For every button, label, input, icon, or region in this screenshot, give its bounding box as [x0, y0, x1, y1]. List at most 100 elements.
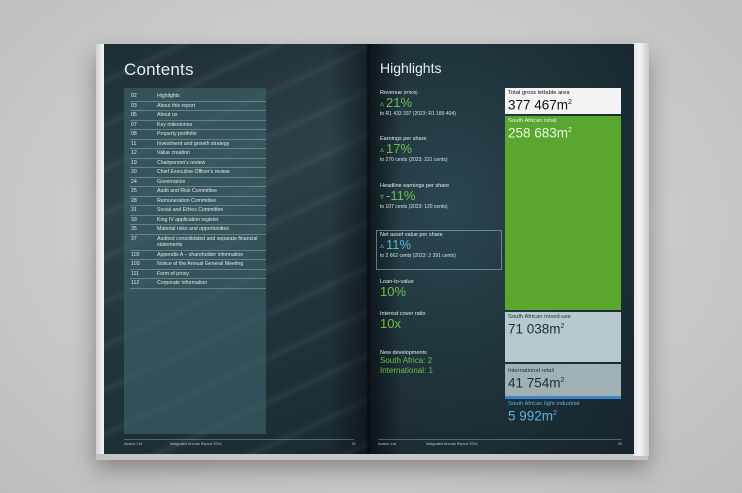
kpi-label: New developments: [380, 350, 427, 356]
gla-sup: 2: [560, 323, 565, 330]
toc-page-number: 111: [131, 270, 139, 277]
kpi-value: 21%: [386, 95, 413, 110]
footer-rule: [124, 439, 354, 440]
toc-item[interactable]: 02 Highlights: [130, 92, 266, 102]
gla-value: 258 683m: [508, 125, 569, 141]
toc-page-number: 103: [131, 261, 140, 267]
gla-intl-retail-block: International retail 41 754m2: [505, 364, 621, 396]
toc-page-number: 08: [131, 131, 137, 137]
gla-value: 41 754m: [508, 375, 561, 391]
kpi-sub: to 2 662 cents (2023: 2 391 cents): [380, 253, 456, 259]
toc-page-number: 33: [131, 216, 137, 223]
toc-item[interactable]: 12 Value creation: [130, 149, 266, 159]
toc-label: Investment and growth strategy: [157, 140, 230, 147]
toc-item[interactable]: 35 Material risks and opportunities: [130, 225, 266, 235]
gla-sa-retail-block: South African retail 258 683m2: [505, 116, 621, 310]
toc-page-number: 12: [131, 150, 137, 156]
toc-list: 02 Highlights 03 About this report 05 About u…: [130, 92, 266, 289]
toc-page-number: 25: [131, 188, 137, 194]
toc-item[interactable]: 05 About us: [130, 111, 266, 121]
toc-label: King IV application register: [157, 216, 219, 223]
kpi-label: Interest cover ratio: [380, 311, 426, 317]
footer-report: Integrated Annual Report 2024: [425, 442, 478, 446]
toc-page-number: 20: [131, 169, 137, 175]
kpi-sub: to R1 433 337 (2023: R1 185 404): [380, 111, 456, 117]
toc-item[interactable]: 33 King IV application register: [130, 216, 266, 225]
toc-item[interactable]: 31 Social and Ethics Committee: [130, 206, 266, 216]
toc-page-number: 28: [131, 197, 137, 204]
footer-report: Integrated Annual Report 2024: [169, 442, 222, 446]
toc-item[interactable]: 25 Audit and Risk Committee: [130, 187, 266, 197]
toc-item[interactable]: 24 Governance: [130, 178, 266, 187]
toc-page-number: 11: [131, 140, 137, 147]
toc-item[interactable]: 07 Key milestones: [130, 121, 266, 130]
toc-page-number: 03: [131, 102, 137, 109]
kpi-new-developments: New developments South Africa: 2 Interna…: [380, 350, 502, 376]
gla-label: South African light industrial: [508, 401, 580, 407]
toc-page-number: 05: [131, 112, 137, 118]
toc-label: Appendix A – shareholder information: [157, 251, 244, 258]
new-dev-sa: South Africa: 2: [380, 356, 433, 365]
toc-item[interactable]: 08 Property portfolio: [130, 130, 266, 140]
toc-label: Value creation: [157, 150, 190, 156]
kpi-value: -11%: [386, 188, 416, 203]
toc-label: Property portfolio: [157, 131, 197, 137]
kpi-label: Loan-to-value: [380, 279, 414, 285]
toc-page-number: 24: [131, 178, 137, 185]
gla-sup: 2: [568, 127, 572, 134]
kpi-sub: to 270 cents (2023: 231 cents): [380, 157, 448, 163]
toc-label: Audit and Risk Committee: [157, 188, 217, 194]
kpi-sub: to 107 cents (2023: 120 cents): [380, 204, 448, 210]
gla-total-block: Total gross lettable area 377 467m2: [505, 88, 621, 114]
toc-label: Form of proxy: [157, 270, 189, 277]
toc-label: Governance: [157, 178, 186, 185]
gla-sa-mixed-block: South African mixed-use 71 038m2: [505, 312, 621, 362]
gla-sup: 2: [560, 377, 565, 384]
toc-item[interactable]: 03 About this report: [130, 102, 266, 111]
toc-label: Remuneration Committee: [157, 197, 217, 204]
toc-item[interactable]: 11 Investment and growth strategy: [130, 140, 266, 149]
toc-label: Material risks and opportunities: [157, 226, 229, 232]
kpi-revenue: Revenue (R'000) ▵ 21% to R1 433 337 (2023…: [380, 90, 502, 117]
kpi-nav: Net asset value per share ▵ 11% to 2 662 …: [380, 232, 502, 259]
toc-label: Key milestones: [157, 121, 193, 128]
toc-item[interactable]: 28 Remuneration Committee: [130, 197, 266, 206]
toc-label: Audited consolidated and separate financ…: [157, 235, 258, 249]
toc-label: Highlights: [157, 93, 180, 99]
toc-page-number: 102: [131, 251, 140, 258]
contents-title: Contents: [124, 60, 194, 79]
toc-page-number: 35: [131, 226, 137, 232]
gla-breakdown: Total gross lettable area 377 467m2 Sout…: [505, 88, 625, 428]
gla-value: 71 038m: [508, 321, 561, 337]
toc-label: Social and Ethics Committee: [157, 207, 224, 213]
footer-company: Avalon Ltd: [124, 442, 142, 446]
kpi-unit: (R'000): [403, 90, 418, 95]
gla-sup: 2: [568, 99, 572, 106]
toc-panel: 02 Highlights 03 About this report 05 About u…: [124, 88, 266, 434]
toc-page-number: 02: [131, 93, 137, 99]
kpi-heps: Headline earnings per share ▿ -11% to 107…: [380, 183, 502, 210]
toc-label: About us: [157, 112, 178, 118]
up-arrow-icon: ▵: [380, 145, 385, 154]
kpi-value: 10%: [380, 284, 407, 299]
kpi-eps: Earnings per share ▵ 17% to 270 cents (20…: [380, 136, 502, 163]
new-dev-intl: International: 1: [380, 366, 433, 375]
gla-light-industrial-bar: [505, 396, 621, 399]
toc-item[interactable]: 102 Appendix A – shareholder information: [130, 251, 266, 260]
toc-item[interactable]: 112 Corporate information: [130, 279, 266, 289]
toc-label: About this report: [157, 102, 196, 109]
toc-item[interactable]: 103 Notice of the Annual General Meeting: [130, 260, 266, 270]
toc-item[interactable]: 20 Chief Executive Officer's review: [130, 168, 266, 178]
gla-value: 377 467m: [508, 97, 569, 113]
toc-item[interactable]: 19 Chairperson's review: [130, 159, 266, 168]
kpi-label: Revenue: [380, 90, 403, 96]
toc-item[interactable]: 111 Form of proxy: [130, 270, 266, 279]
toc-page-number: 07: [131, 121, 137, 128]
toc-page-number: 31: [131, 207, 137, 213]
up-arrow-icon: ▵: [380, 99, 385, 108]
footer-rule: [378, 439, 622, 440]
page-number: 01: [351, 442, 356, 446]
kpi-value: 17%: [386, 141, 413, 156]
kpi-icr: Interest cover ratio 10x: [380, 311, 502, 331]
toc-item[interactable]: 37 Audited consolidated and separate fina…: [130, 235, 266, 251]
